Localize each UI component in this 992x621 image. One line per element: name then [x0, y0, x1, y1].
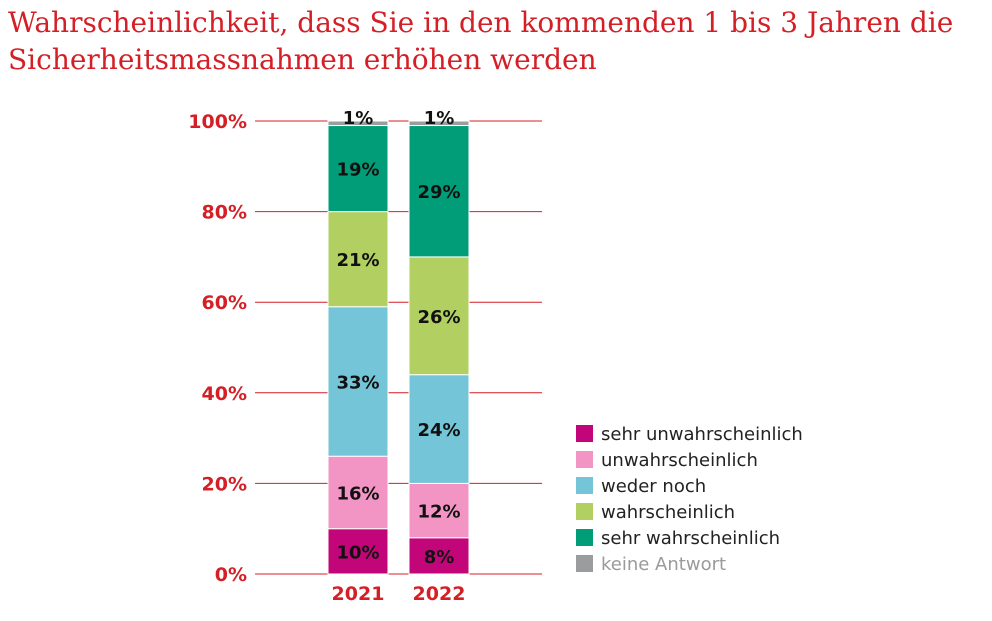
- y-tick-label-80: 80%: [202, 202, 247, 224]
- data-label-2022-4: 29%: [417, 182, 460, 203]
- chart-title-line-1: Wahrscheinlichkeit, dass Sie in den komm…: [8, 6, 954, 39]
- legend-swatch-2: [576, 477, 593, 494]
- data-label-2022-1: 12%: [417, 502, 460, 523]
- x-tick-label-2021: 2021: [332, 583, 385, 605]
- legend-label-1: unwahrscheinlich: [601, 450, 758, 471]
- data-label-2022-0: 8%: [424, 547, 455, 568]
- y-tick-label-0: 0%: [215, 564, 247, 586]
- data-label-2022-2: 24%: [417, 420, 460, 441]
- bar-segment-2022-1: [408, 482, 470, 539]
- bar-segment-2022-0: [408, 537, 470, 575]
- y-tick-label-100: 100%: [188, 111, 247, 133]
- data-label-2022-5: 1%: [424, 108, 455, 129]
- data-label-2021-2: 33%: [336, 372, 379, 393]
- y-tick-label-20: 20%: [202, 473, 247, 495]
- data-label-2021-3: 21%: [336, 250, 379, 271]
- bar-segment-2021-4: [327, 125, 389, 213]
- bar-segment-2021-0: [327, 528, 389, 575]
- legend-label-0: sehr unwahrscheinlich: [601, 424, 803, 445]
- legend-swatch-0: [576, 425, 593, 442]
- y-tick-label-40: 40%: [202, 383, 247, 405]
- bar-segment-2021-5: [327, 120, 389, 127]
- data-label-2021-0: 10%: [336, 542, 379, 563]
- data-label-2022-3: 26%: [417, 307, 460, 328]
- bar-segment-2022-2: [408, 374, 470, 484]
- legend-label-5: keine Antwort: [601, 554, 726, 575]
- legend-swatch-1: [576, 451, 593, 468]
- legend-label-3: wahrscheinlich: [601, 502, 735, 523]
- chart-title-line-2: Sicherheitsmassnahmen erhöhen werden: [8, 43, 597, 76]
- legend-swatch-4: [576, 529, 593, 546]
- y-tick-label-60: 60%: [202, 292, 247, 314]
- chart-title: Wahrscheinlichkeit, dass Sie in den komm…: [8, 4, 984, 78]
- legend-swatch-3: [576, 503, 593, 520]
- data-label-2021-5: 1%: [343, 108, 374, 129]
- x-tick-label-2022: 2022: [413, 583, 466, 605]
- legend-label-2: weder noch: [601, 476, 706, 497]
- legend-label-4: sehr wahrscheinlich: [601, 528, 780, 549]
- data-label-2021-4: 19%: [336, 160, 379, 181]
- bar-segment-2022-4: [408, 125, 470, 258]
- bar-segment-2022-3: [408, 256, 470, 376]
- legend-swatch-5: [576, 555, 593, 572]
- bar-segment-2022-5: [408, 120, 470, 127]
- data-label-2021-1: 16%: [336, 483, 379, 504]
